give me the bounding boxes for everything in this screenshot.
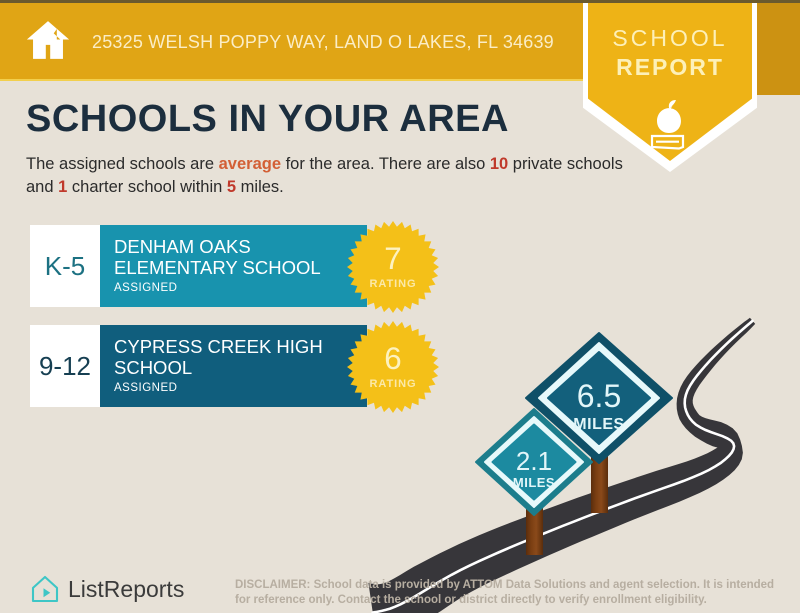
svg-text:MILES: MILES (573, 416, 624, 433)
svg-text:MILES: MILES (513, 475, 555, 490)
svg-text:6.5: 6.5 (577, 378, 621, 414)
